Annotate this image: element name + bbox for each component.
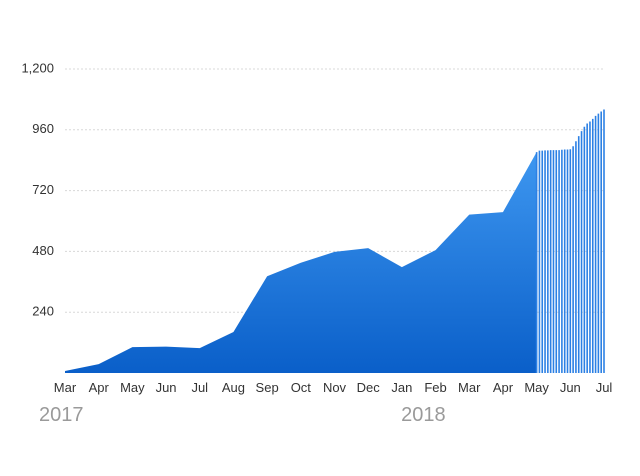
y-tick-label: 720 bbox=[32, 182, 54, 197]
year-label: 2018 bbox=[401, 404, 446, 426]
x-tick-label: Aug bbox=[222, 380, 245, 395]
x-tick-label: Jun bbox=[156, 380, 177, 395]
x-tick-label: Mar bbox=[54, 380, 77, 395]
x-tick-label: Feb bbox=[424, 380, 446, 395]
x-tick-label: May bbox=[524, 380, 549, 395]
x-axis-ticks: Mar Apr May Jun Jul Aug Sep Oct Nov Dec Jan Feb Mar A… bbox=[54, 380, 613, 395]
x-tick-label: Apr bbox=[493, 380, 514, 395]
x-tick-label: Jul bbox=[596, 380, 613, 395]
y-tick-label: 960 bbox=[32, 121, 54, 136]
area-series bbox=[65, 152, 537, 373]
x-tick-label: Jan bbox=[391, 380, 412, 395]
year-label: 2017 bbox=[39, 404, 84, 426]
x-tick-label: Jun bbox=[560, 380, 581, 395]
x-tick-label: Oct bbox=[291, 380, 312, 395]
projected-stripes-layer bbox=[535, 109, 605, 373]
x-tick-label: May bbox=[120, 380, 145, 395]
x-tick-label: Apr bbox=[89, 380, 110, 395]
y-tick-label: 1,200 bbox=[21, 60, 54, 75]
area-layer bbox=[65, 152, 537, 373]
y-axis-ticks: 240 480 720 960 1,200 bbox=[21, 60, 54, 318]
x-tick-label: Sep bbox=[256, 380, 279, 395]
x-tick-label: Mar bbox=[458, 380, 481, 395]
x-tick-label: Dec bbox=[357, 380, 381, 395]
y-tick-label: 480 bbox=[32, 243, 54, 258]
year-labels: 2017 2018 bbox=[39, 404, 446, 426]
x-tick-label: Jul bbox=[191, 380, 208, 395]
y-tick-label: 240 bbox=[32, 304, 54, 319]
x-tick-label: Nov bbox=[323, 380, 347, 395]
